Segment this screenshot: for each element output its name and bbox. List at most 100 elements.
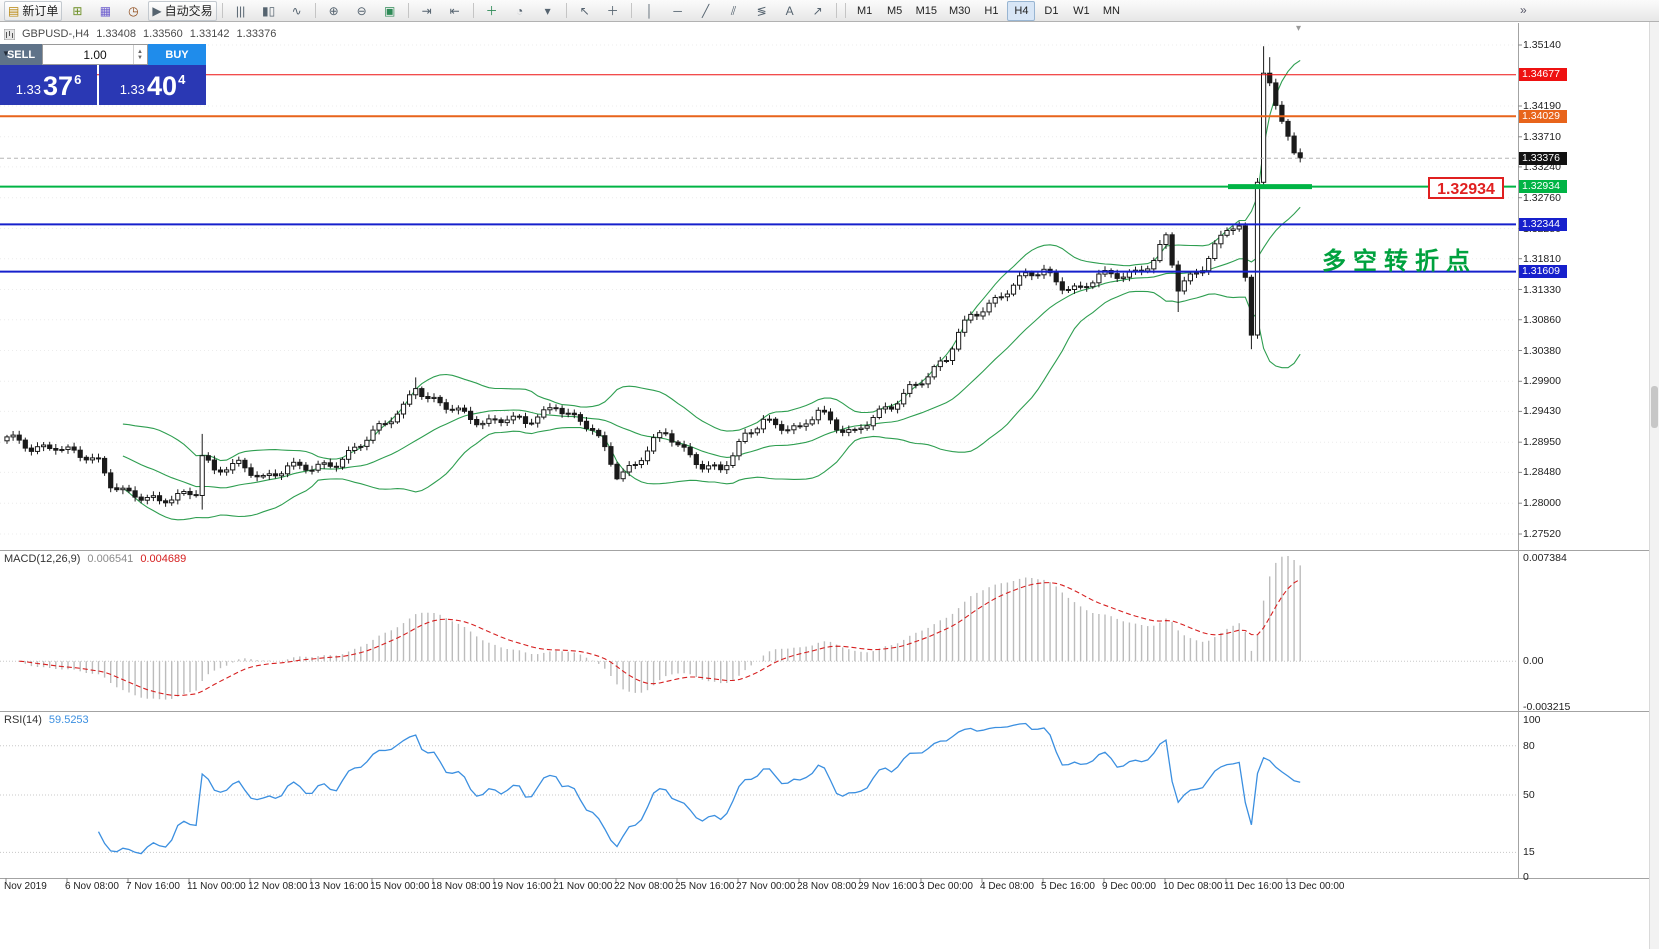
candlestick-chart-button[interactable]: ▮▯ xyxy=(256,1,282,21)
buy-price-big: 40 xyxy=(147,71,178,101)
text-button[interactable]: A xyxy=(777,1,803,21)
buy-price-sup: 4 xyxy=(178,72,186,87)
bollinger-bands xyxy=(122,59,1301,521)
timeframe-h1-button[interactable]: H1 xyxy=(984,4,999,17)
buy-price-prefix: 1.33 xyxy=(119,82,146,97)
sell-price-button[interactable]: 1.33 37 6 xyxy=(0,65,97,105)
zoom-in-button[interactable]: ⊕ xyxy=(321,1,347,21)
timeframe-m1-button[interactable]: M1 xyxy=(856,4,873,17)
price-axis-label: 1.27520 xyxy=(1523,528,1561,540)
arrows-icon: ↗ xyxy=(812,3,823,18)
price-axis-label: 1.33710 xyxy=(1523,130,1561,143)
macd-name: MACD(12,26,9) xyxy=(4,553,81,565)
open-value: 1.33408 xyxy=(96,28,137,40)
price-axis-label: 1.29900 xyxy=(1523,375,1561,388)
price-axis-label: 1.34190 xyxy=(1523,100,1561,112)
time-axis-label: 6 Nov 08:00 xyxy=(65,881,119,892)
rsi-axis-label: 0 xyxy=(1523,871,1529,883)
indicators-button[interactable]: ＋ xyxy=(479,1,505,21)
price-axis-label: 1.28480 xyxy=(1523,466,1561,479)
toolbar-overflow-button[interactable]: » xyxy=(1520,3,1527,17)
profiles-button[interactable]: ▦ xyxy=(92,1,118,21)
new-order-label: 新订单 xyxy=(22,4,59,18)
scrollbar-thumb[interactable] xyxy=(1651,386,1658,428)
rsi-name: RSI(14) xyxy=(4,714,42,726)
time-axis-label: 10 Dec 08:00 xyxy=(1163,881,1223,892)
price-axis-label: 1.31330 xyxy=(1523,283,1561,296)
periods-icon: ◔ xyxy=(515,3,524,18)
time-axis-label: 4 Dec 08:00 xyxy=(980,881,1034,892)
volume-input[interactable]: 1.00 ▲ ▼ xyxy=(42,44,148,65)
tile-windows-button[interactable]: ▣ xyxy=(377,1,403,21)
timeframe-h4-button[interactable]: H4 xyxy=(1007,0,1036,21)
channel-button[interactable]: ⫽ xyxy=(721,1,747,21)
toolbar-separator xyxy=(472,3,474,18)
collapse-panel-icon[interactable]: ▼ xyxy=(2,49,10,58)
price-axis-badge-resistance-red: 1.34677 xyxy=(1519,68,1567,82)
volume-value: 1.00 xyxy=(83,47,107,62)
close-value: 1.33376 xyxy=(236,28,277,40)
price-axis-label: 1.35140 xyxy=(1523,39,1561,51)
zoom-out-button[interactable]: ⊖ xyxy=(349,1,375,21)
buy-price-button[interactable]: 1.33 40 4 xyxy=(99,65,206,105)
chart-shift-marker-icon: ▾ xyxy=(1296,23,1302,34)
bar-chart-icon: ||| xyxy=(235,3,246,18)
toolbar-separator xyxy=(630,3,632,18)
chart-shift-button[interactable]: ⇤ xyxy=(442,1,468,21)
templates-button[interactable]: ▾ xyxy=(535,1,561,21)
periods-button[interactable]: ◔ xyxy=(507,1,533,21)
crosshair-icon: ＋ xyxy=(606,3,619,18)
timeframe-m15-button[interactable]: M15 xyxy=(915,4,938,17)
vertical-scrollbar[interactable] xyxy=(1649,22,1659,949)
macd-axis-label: -0.003215 xyxy=(1523,701,1571,713)
alerts-button[interactable]: ◷ xyxy=(120,1,146,21)
toolbar-separator xyxy=(221,3,223,18)
timeframe-w1-button[interactable]: W1 xyxy=(1073,4,1090,17)
chart-icon xyxy=(4,28,15,40)
fibonacci-button[interactable]: ≶ xyxy=(749,1,775,21)
vertical-line-button[interactable]: │ xyxy=(637,1,663,21)
auto-scroll-button[interactable]: ⇥ xyxy=(414,1,440,21)
price-callout: 1.32934 xyxy=(1428,177,1504,199)
timeframe-m5-button[interactable]: M5 xyxy=(886,4,903,17)
macd-main-value: 0.006541 xyxy=(87,553,134,565)
timeframe-d1-button[interactable]: D1 xyxy=(1044,4,1059,17)
candlestick-chart-icon: ▮▯ xyxy=(262,3,276,18)
new-order-icon: ▤ xyxy=(8,3,20,18)
indicators-icon: ＋ xyxy=(485,3,498,18)
crosshair-button[interactable]: ＋ xyxy=(600,1,626,21)
sell-button[interactable]: ▼ SELL xyxy=(0,44,42,65)
bar-chart-button[interactable]: ||| xyxy=(228,1,254,21)
volume-increase-button[interactable]: ▲ xyxy=(137,48,143,55)
line-chart-button[interactable]: ∿ xyxy=(284,1,310,21)
text-icon: A xyxy=(785,3,794,18)
cursor-button[interactable]: ↖ xyxy=(572,1,598,21)
macd-axis-label: 0.007384 xyxy=(1523,552,1567,564)
new-chart-button[interactable]: ⊞ xyxy=(64,1,90,21)
time-axis-label: Nov 2019 xyxy=(4,881,47,892)
price-axis-label: 1.29430 xyxy=(1523,405,1561,418)
zoom-out-icon: ⊖ xyxy=(356,3,367,18)
sell-price-sup: 6 xyxy=(74,72,82,87)
arrows-button[interactable]: ↗ xyxy=(805,1,831,21)
time-axis-label: 15 Nov 00:00 xyxy=(370,881,430,892)
trend-line-button[interactable]: ╱ xyxy=(693,1,719,21)
horizontal-level-lines xyxy=(0,74,1516,273)
rsi-panel xyxy=(0,722,1516,855)
auto-trading-button[interactable]: ▶ 自动交易 xyxy=(148,0,217,21)
rsi-axis-label: 50 xyxy=(1523,789,1535,801)
vertical-line-icon: │ xyxy=(645,3,654,18)
current-price-badge: 1.33376 xyxy=(1519,151,1567,165)
toolbar-separator xyxy=(407,3,409,18)
chinese-annotation: 多空转折点 xyxy=(1322,248,1477,275)
volume-decrease-button[interactable]: ▼ xyxy=(137,54,143,61)
chart-shift-icon: ⇤ xyxy=(449,3,460,18)
timeframe-m30-button[interactable]: M30 xyxy=(949,4,971,17)
horizontal-line-button[interactable]: ─ xyxy=(665,1,691,21)
buy-button[interactable]: BUY xyxy=(148,44,206,65)
timeframe-mn-button[interactable]: MN xyxy=(1102,4,1120,17)
high-value: 1.33560 xyxy=(143,28,183,40)
new-order-button[interactable]: ▤ 新订单 xyxy=(4,0,63,21)
